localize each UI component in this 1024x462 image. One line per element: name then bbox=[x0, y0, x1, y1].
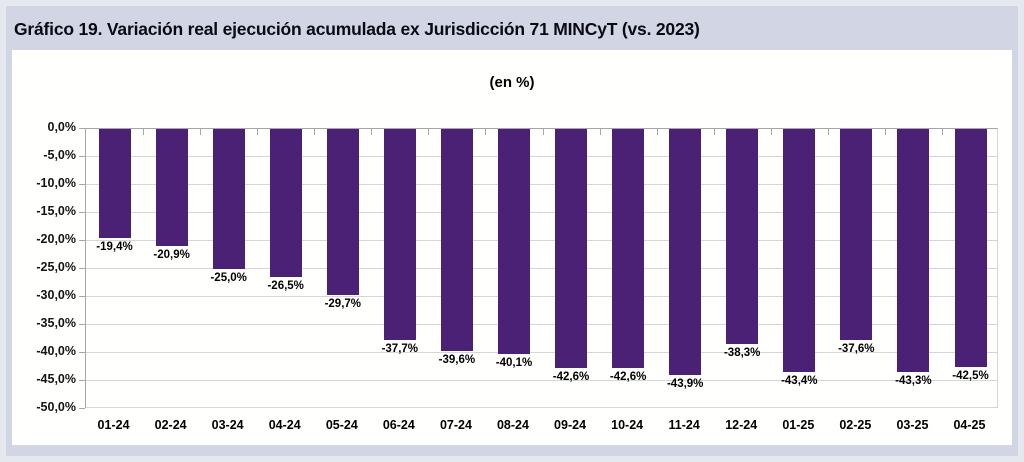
x-axis-label: 02-24 bbox=[154, 418, 187, 432]
bar bbox=[897, 129, 930, 372]
x-axis-label: 06-24 bbox=[382, 418, 415, 432]
category-axis-tick bbox=[314, 129, 315, 135]
gridline bbox=[86, 380, 997, 381]
category-axis-tick bbox=[371, 129, 372, 135]
y-axis-tick bbox=[79, 128, 85, 129]
y-axis-label: 0,0% bbox=[47, 120, 77, 134]
gridline bbox=[86, 156, 997, 157]
x-axis-label: 11-24 bbox=[668, 418, 700, 432]
gridline bbox=[86, 296, 997, 297]
x-axis-label: 04-25 bbox=[953, 418, 986, 432]
category-axis-tick bbox=[485, 129, 486, 135]
bar bbox=[326, 129, 359, 296]
x-axis-label: 12-24 bbox=[725, 418, 758, 432]
y-axis-tick bbox=[79, 380, 85, 381]
gridline bbox=[86, 268, 997, 269]
bar bbox=[440, 129, 473, 351]
bar-value-label: -25,0% bbox=[210, 272, 247, 284]
bar-value-label: -43,3% bbox=[895, 374, 932, 387]
bar-value-label: -43,4% bbox=[781, 375, 818, 387]
y-axis-tick bbox=[79, 184, 85, 185]
bar bbox=[98, 129, 131, 238]
bar bbox=[726, 129, 759, 344]
bar-value-label: -42,6% bbox=[609, 370, 647, 383]
x-axis-label: 07-24 bbox=[439, 418, 472, 432]
bar-value-label: -20,9% bbox=[153, 249, 190, 261]
bar-value-label: -42,6% bbox=[552, 370, 590, 383]
bar bbox=[555, 129, 587, 368]
y-axis-label: -45,0% bbox=[36, 372, 76, 386]
category-axis-tick bbox=[200, 129, 201, 135]
bar-value-label: -42,5% bbox=[952, 370, 989, 382]
chart-title: Gráfico 19. Variación real ejecución acu… bbox=[14, 19, 700, 39]
y-axis-label: -35,0% bbox=[36, 316, 76, 330]
y-axis-tick bbox=[79, 296, 85, 297]
y-axis-tick bbox=[79, 324, 85, 325]
category-axis-tick bbox=[942, 129, 943, 135]
bar-value-label: -43,9% bbox=[666, 377, 704, 390]
x-axis-label: 01-24 bbox=[97, 418, 130, 432]
bar-value-label: -38,3% bbox=[723, 346, 761, 359]
x-axis-label: 03-24 bbox=[211, 418, 244, 432]
bar bbox=[498, 129, 530, 354]
y-axis-label: -25,0% bbox=[36, 260, 76, 274]
x-axis-label: 01-25 bbox=[782, 418, 815, 432]
category-axis-tick bbox=[428, 129, 429, 135]
bar bbox=[783, 129, 816, 372]
x-axis-label: 04-24 bbox=[268, 418, 301, 432]
bar bbox=[840, 129, 873, 340]
y-axis-tick bbox=[79, 352, 85, 353]
bar-value-label: -37,6% bbox=[838, 342, 875, 355]
category-axis-tick bbox=[657, 129, 658, 135]
category-axis-tick bbox=[600, 129, 601, 135]
gridline bbox=[86, 324, 997, 325]
bar-value-label: -19,4% bbox=[96, 240, 133, 253]
x-axis-label: 03-25 bbox=[896, 418, 929, 432]
bar-value-label: -26,5% bbox=[267, 280, 304, 293]
bar bbox=[612, 129, 645, 368]
y-axis-tick bbox=[79, 240, 85, 241]
gridline bbox=[86, 212, 997, 213]
x-axis-label: 02-25 bbox=[839, 418, 872, 432]
bar bbox=[212, 129, 245, 269]
y-axis-label: -15,0% bbox=[36, 204, 76, 218]
y-axis-label: -30,0% bbox=[36, 288, 76, 302]
category-axis-tick bbox=[143, 129, 144, 135]
gridline bbox=[86, 240, 997, 241]
bar bbox=[269, 129, 302, 278]
y-axis-label: -5,0% bbox=[43, 148, 76, 162]
x-axis-label: 08-24 bbox=[496, 418, 529, 432]
y-axis-label: -40,0% bbox=[36, 344, 76, 358]
chart-subtitle: (en %) bbox=[489, 74, 535, 91]
x-axis-label: 10-24 bbox=[611, 418, 644, 432]
bar-value-label: -37,7% bbox=[381, 343, 419, 356]
y-axis-tick bbox=[79, 212, 85, 213]
bar-value-label: -40,1% bbox=[495, 356, 533, 369]
y-axis-tick bbox=[79, 156, 85, 157]
bar bbox=[954, 129, 987, 367]
y-axis-tick bbox=[79, 408, 85, 409]
y-axis-tick bbox=[79, 268, 85, 269]
x-axis-label: 05-24 bbox=[325, 418, 358, 432]
category-axis-tick bbox=[257, 129, 258, 135]
y-axis-label: -50,0% bbox=[36, 400, 76, 414]
category-axis-tick bbox=[543, 129, 544, 135]
gridline bbox=[86, 184, 997, 185]
y-axis-label: -10,0% bbox=[36, 176, 76, 190]
bar bbox=[155, 129, 188, 246]
category-axis-tick bbox=[714, 129, 715, 135]
x-axis-label: 09-24 bbox=[554, 418, 587, 432]
gridline bbox=[86, 352, 997, 353]
chart-panel: (en %) -19,4% -20,9% -25,0% -26,5% -29,7% -37… bbox=[12, 50, 1012, 445]
category-axis-tick bbox=[885, 129, 886, 135]
plot-area: -19,4% -20,9% -25,0% -26,5% -29,7% -37,7% -39,… bbox=[85, 128, 998, 408]
bar-value-label: -39,6% bbox=[438, 353, 476, 366]
category-axis-tick bbox=[828, 129, 829, 135]
category-axis-tick bbox=[771, 129, 772, 135]
bar-value-label: -29,7% bbox=[324, 298, 362, 311]
bar bbox=[383, 129, 416, 341]
bar bbox=[669, 129, 702, 375]
y-axis-label: -20,0% bbox=[36, 232, 76, 246]
